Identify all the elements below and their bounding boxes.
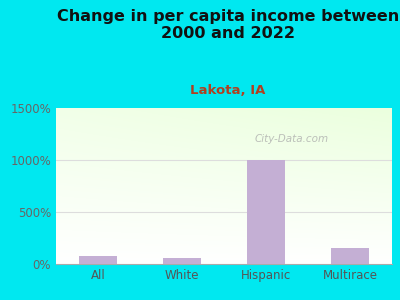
Bar [331,248,369,264]
Bar [79,256,117,264]
Text: City-Data.com: City-Data.com [254,134,328,144]
Text: Change in per capita income between
2000 and 2022: Change in per capita income between 2000… [57,9,399,41]
Bar [163,258,201,264]
Text: Lakota, IA: Lakota, IA [190,84,266,97]
Bar [247,160,285,264]
